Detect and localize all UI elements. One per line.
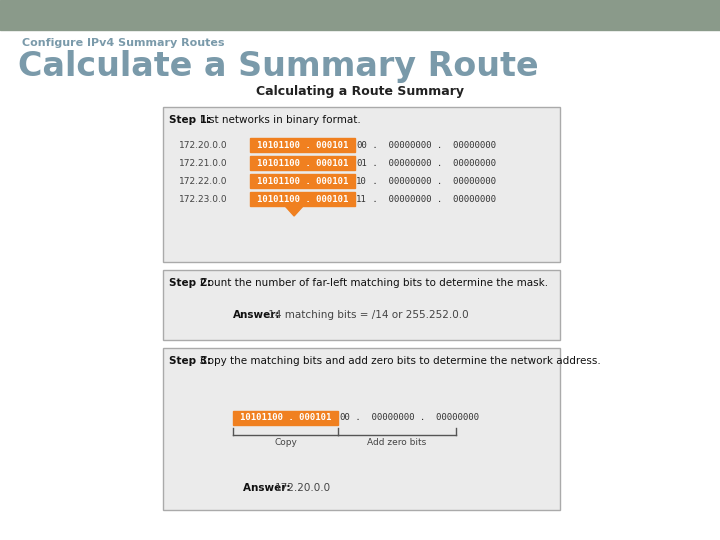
Text: Step 1:: Step 1: [169,115,211,125]
Text: Copy the matching bits and add zero bits to determine the network address.: Copy the matching bits and add zero bits… [197,356,600,366]
Text: Add zero bits: Add zero bits [367,438,427,447]
Text: 10101100 . 000101: 10101100 . 000101 [257,159,348,167]
Text: Answer:: Answer: [233,310,281,320]
Bar [250,156,355,170]
FancyBboxPatch shape [163,348,560,510]
Text: .  00000000 .  00000000: . 00000000 . 00000000 [367,159,496,167]
FancyBboxPatch shape [163,270,560,340]
Text: 172.22.0.0: 172.22.0.0 [179,177,228,186]
Text: .  00000000 .  00000000: . 00000000 . 00000000 [367,194,496,204]
Text: 11: 11 [356,194,366,204]
FancyBboxPatch shape [163,107,560,262]
Text: 172.20.0.0: 172.20.0.0 [179,140,228,150]
Bar [250,138,355,152]
Bar [250,174,355,188]
Text: Calculate a Summary Route: Calculate a Summary Route [18,50,539,83]
Text: 14 matching bits = /14 or 255.252.0.0: 14 matching bits = /14 or 255.252.0.0 [265,310,469,320]
Polygon shape [285,206,303,216]
Text: Copy: Copy [274,438,297,447]
Text: 10101100 . 000101: 10101100 . 000101 [257,140,348,150]
Text: 10101100 . 000101: 10101100 . 000101 [257,177,348,186]
Text: 10101100 . 000101: 10101100 . 000101 [257,194,348,204]
Bar [250,192,355,206]
Text: 10101100 . 000101: 10101100 . 000101 [240,414,331,422]
Text: 10: 10 [356,177,366,186]
Text: 01: 01 [356,159,366,167]
Text: .  00000000 .  00000000: . 00000000 . 00000000 [367,140,496,150]
Text: Configure IPv4 Summary Routes: Configure IPv4 Summary Routes [22,38,225,48]
Text: Answer:: Answer: [243,483,294,493]
Text: .  00000000 .  00000000: . 00000000 . 00000000 [367,177,496,186]
Text: 00: 00 [339,414,350,422]
Text: Count the number of far-left matching bits to determine the mask.: Count the number of far-left matching bi… [197,278,548,288]
Text: 172.23.0.0: 172.23.0.0 [179,194,228,204]
Text: 172.21.0.0: 172.21.0.0 [179,159,228,167]
Text: 00: 00 [356,140,366,150]
Text: Step 2:: Step 2: [169,278,211,288]
Text: 172.20.0.0: 172.20.0.0 [275,483,331,493]
Bar [0,0,720,30]
Text: .  00000000 .  00000000: . 00000000 . 00000000 [350,414,479,422]
Text: List networks in binary format.: List networks in binary format. [197,115,361,125]
Bar [233,411,338,425]
Text: Step 3:: Step 3: [169,356,211,366]
Text: Calculating a Route Summary: Calculating a Route Summary [256,85,464,98]
